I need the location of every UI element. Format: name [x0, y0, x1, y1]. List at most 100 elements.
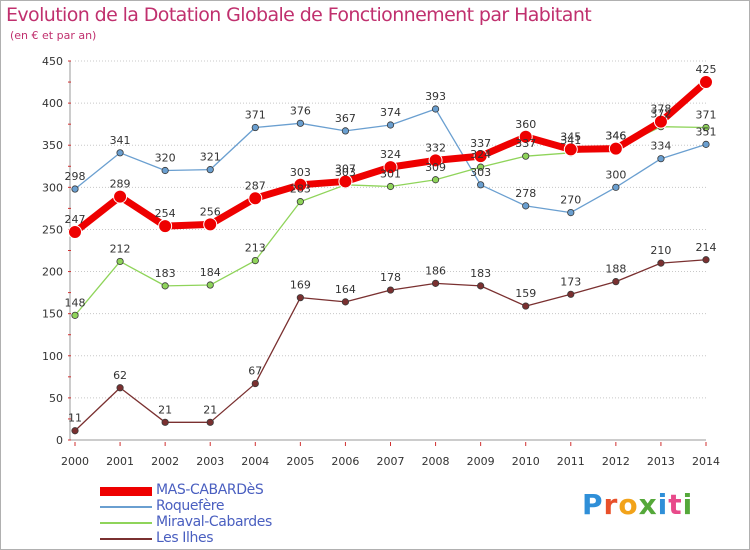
x-axis-ticks: 2000 2001 2002 2003 2004 2005 2006 2007 2008 2009… — [61, 442, 720, 468]
legend-swatch — [100, 486, 152, 496]
legend-item-roquef-re: Roquefère — [100, 498, 360, 515]
data-label: 337 — [515, 137, 536, 150]
data-label: 334 — [650, 140, 671, 153]
data-point — [567, 209, 575, 217]
data-point — [477, 181, 485, 189]
x-tick-label: 2006 — [331, 455, 359, 468]
data-label: 332 — [425, 141, 446, 154]
data-labels-layer: 298 341 320 321 371 376 367 374 393 303 278 270 300 3… — [65, 63, 717, 425]
data-label: 11 — [68, 412, 82, 425]
x-tick-label: 2005 — [286, 455, 314, 468]
data-point — [657, 259, 665, 267]
data-point — [567, 290, 575, 298]
y-tick-label: 100 — [42, 350, 63, 363]
y-tick-label: 250 — [42, 223, 63, 236]
brand-letter: t — [668, 488, 683, 521]
x-tick-label: 2008 — [422, 455, 450, 468]
data-point — [251, 257, 259, 265]
data-point — [383, 160, 398, 175]
y-tick-label: 0 — [56, 434, 63, 447]
brand-letter: i — [657, 488, 669, 521]
data-point — [296, 198, 304, 206]
x-tick-label: 2014 — [692, 455, 720, 468]
y-tick-label: 400 — [42, 97, 63, 110]
chart-title: Evolution de la Dotation Globale de Fonc… — [6, 4, 592, 26]
data-label: 307 — [335, 162, 356, 175]
legend-label: MAS-CABARDèS — [156, 482, 264, 498]
data-label: 303 — [290, 166, 311, 179]
data-label: 341 — [110, 134, 131, 147]
data-label: 378 — [650, 103, 671, 116]
series-roquef-re — [71, 105, 710, 217]
data-point — [71, 311, 79, 319]
y-tick-label: 450 — [42, 55, 63, 68]
data-label: 188 — [605, 263, 626, 276]
legend-swatch — [100, 522, 152, 524]
data-point — [206, 166, 214, 174]
data-label: 341 — [560, 134, 581, 147]
data-label: 214 — [696, 241, 717, 254]
data-label: 425 — [696, 63, 717, 76]
data-point — [431, 279, 440, 287]
data-point — [477, 282, 485, 290]
y-axis-ticks: 0 50 100 150 200 250 300 350 400 450 — [42, 55, 71, 447]
x-tick-label: 2002 — [151, 455, 179, 468]
data-label: 376 — [290, 104, 311, 117]
data-point — [386, 286, 395, 294]
data-point — [522, 302, 530, 310]
series-les-ilhes — [71, 256, 710, 435]
data-label: 345 — [560, 130, 581, 143]
data-point — [248, 191, 263, 206]
data-point — [431, 105, 440, 113]
data-label: 164 — [335, 283, 356, 296]
x-tick-label: 2010 — [512, 455, 540, 468]
brand-letter: P — [582, 488, 604, 521]
data-label: 283 — [290, 183, 311, 196]
x-tick-label: 2013 — [647, 455, 675, 468]
x-tick-label: 2000 — [61, 455, 89, 468]
data-point — [296, 119, 304, 127]
data-label: 360 — [515, 118, 536, 131]
data-label: 62 — [113, 369, 127, 382]
x-tick-label: 2009 — [467, 455, 495, 468]
data-label: 367 — [335, 112, 356, 125]
series-layer — [68, 75, 713, 435]
data-point — [386, 121, 395, 129]
data-point — [657, 155, 665, 163]
data-label: 374 — [380, 106, 401, 119]
data-label: 169 — [290, 279, 311, 292]
x-tick-label: 2003 — [196, 455, 224, 468]
chart-subtitle: (en € et par an) — [10, 29, 97, 42]
data-point — [608, 141, 623, 156]
data-point — [293, 177, 308, 192]
data-label: 270 — [560, 194, 581, 207]
data-label: 210 — [650, 244, 671, 257]
data-label: 183 — [470, 267, 491, 280]
data-label: 287 — [245, 179, 266, 192]
data-point — [341, 127, 350, 135]
data-point — [702, 140, 710, 148]
data-point — [161, 418, 169, 426]
data-point — [702, 123, 710, 132]
data-label: 159 — [515, 287, 536, 300]
data-point — [251, 379, 259, 388]
data-label: 371 — [696, 109, 717, 122]
data-point — [612, 183, 620, 191]
y-tick-label: 200 — [42, 266, 63, 279]
brand-letter: r — [603, 488, 619, 521]
legend-label: Les Ilhes — [156, 530, 214, 546]
data-label: 173 — [560, 275, 581, 288]
data-label: 213 — [245, 242, 266, 255]
x-tick-label: 2007 — [377, 455, 405, 468]
data-point — [251, 123, 259, 132]
data-point — [68, 224, 82, 239]
proxiti-logo: Proxiti — [582, 488, 693, 521]
legend-label: Miraval-Cabardes — [156, 514, 272, 530]
data-label: 298 — [65, 170, 86, 183]
legend-item-miraval-cabardes: Miraval-Cabardes — [100, 514, 360, 531]
data-label: 309 — [425, 161, 446, 174]
data-point — [699, 75, 713, 90]
data-label: 178 — [380, 271, 401, 284]
